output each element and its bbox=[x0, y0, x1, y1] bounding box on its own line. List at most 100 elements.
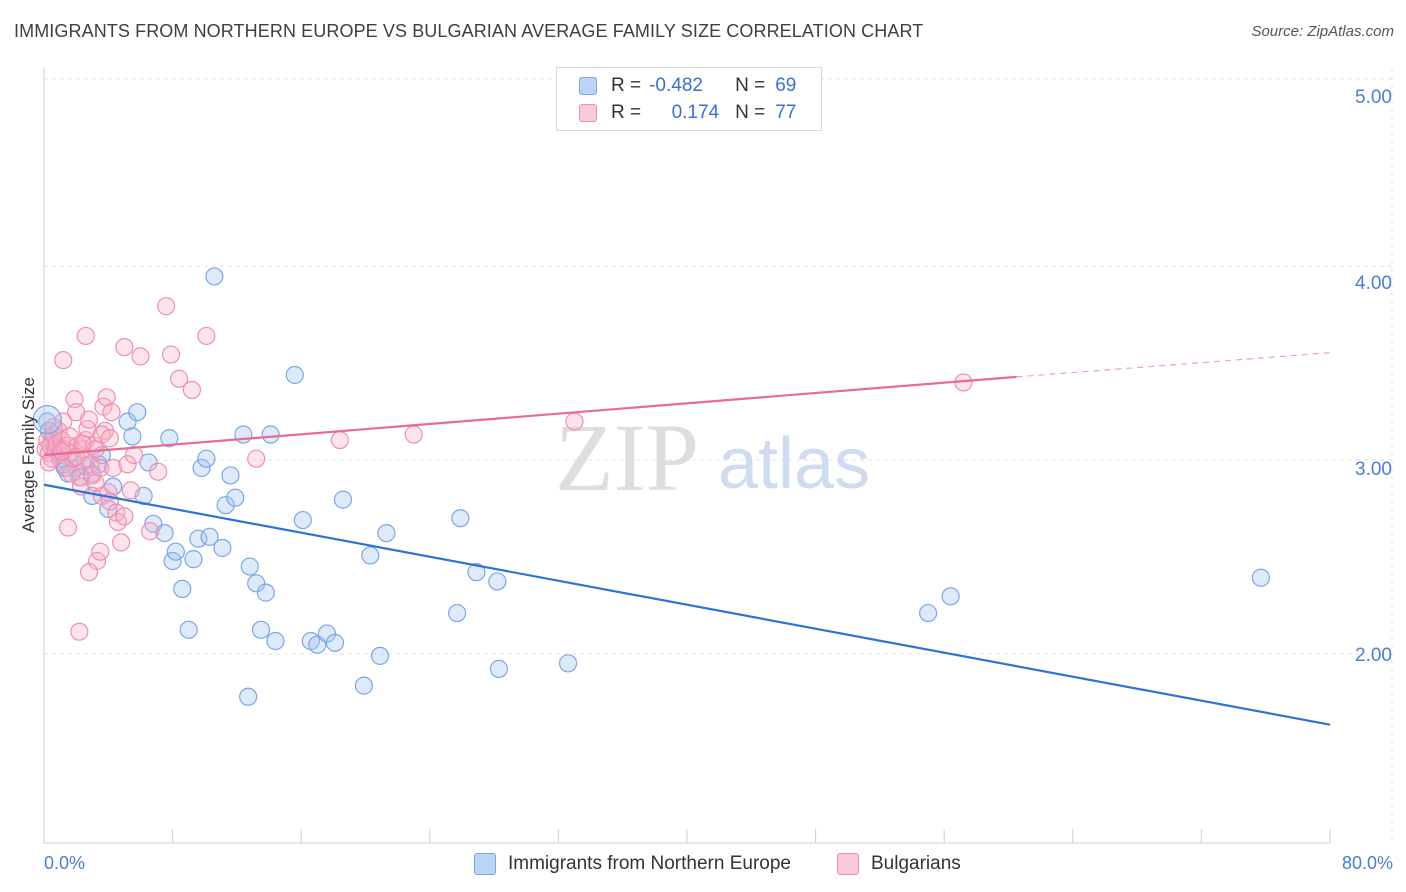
point-northern-europe bbox=[240, 557, 259, 576]
point-northern-europe bbox=[451, 509, 470, 528]
grid-lines bbox=[44, 68, 1393, 843]
point-bulgarians bbox=[121, 481, 140, 500]
point-northern-europe bbox=[370, 646, 390, 665]
point-northern-europe bbox=[558, 654, 578, 673]
point-bulgarians bbox=[54, 351, 73, 370]
legend-r-label: R = bbox=[611, 75, 642, 96]
point-bulgarians bbox=[115, 338, 134, 357]
bottom-legend-swatch-blue bbox=[474, 853, 496, 875]
y-tick-label: 4.00 bbox=[1355, 273, 1392, 294]
point-northern-europe bbox=[189, 529, 208, 548]
y-tick-label: 2.00 bbox=[1355, 645, 1392, 666]
source-label: Source: ZipAtlas.com bbox=[1251, 23, 1394, 40]
point-bulgarians bbox=[157, 297, 176, 316]
point-bulgarians bbox=[115, 507, 134, 526]
data-points bbox=[32, 267, 1270, 706]
point-northern-europe bbox=[226, 488, 245, 507]
y-tick-label: 3.00 bbox=[1355, 459, 1392, 480]
point-northern-europe-cluster bbox=[32, 405, 62, 435]
point-bulgarians bbox=[118, 455, 137, 474]
point-northern-europe bbox=[325, 633, 345, 652]
point-bulgarians bbox=[404, 425, 423, 444]
chart-title: IMMIGRANTS FROM NORTHERN EUROPE VS BULGA… bbox=[14, 21, 924, 41]
point-bulgarians bbox=[565, 412, 584, 431]
bottom-legend-swatch-pink bbox=[837, 853, 859, 875]
point-northern-europe bbox=[354, 676, 373, 695]
point-northern-europe bbox=[256, 583, 275, 602]
point-bulgarians bbox=[59, 518, 78, 537]
point-northern-europe bbox=[377, 523, 396, 543]
point-northern-europe bbox=[1251, 568, 1270, 587]
point-northern-europe bbox=[488, 572, 507, 591]
point-northern-europe bbox=[221, 466, 240, 485]
point-bulgarians bbox=[104, 458, 123, 478]
watermark-zip: ZIP bbox=[555, 404, 699, 511]
point-northern-europe bbox=[173, 579, 192, 599]
point-bulgarians bbox=[91, 542, 110, 561]
point-bulgarians bbox=[112, 533, 131, 552]
point-northern-europe bbox=[200, 527, 219, 546]
point-northern-europe bbox=[179, 620, 198, 639]
point-northern-europe bbox=[239, 687, 258, 706]
point-northern-europe bbox=[266, 631, 285, 651]
point-bulgarians bbox=[79, 563, 99, 582]
point-bulgarians bbox=[100, 429, 120, 448]
axis-labels: 2.00 3.00 4.00 5.00 0.0% 80.0% Average Family … bbox=[19, 87, 1393, 873]
point-northern-europe bbox=[197, 449, 216, 468]
watermark: ZIP atlas bbox=[555, 404, 870, 511]
point-bulgarians bbox=[79, 410, 99, 429]
point-northern-europe bbox=[166, 542, 185, 561]
point-bulgarians bbox=[197, 326, 216, 346]
point-bulgarians bbox=[330, 431, 349, 450]
point-northern-europe bbox=[155, 523, 174, 543]
legend-swatch-pink bbox=[579, 104, 597, 122]
point-bulgarians bbox=[73, 434, 92, 453]
legend-n-value: 69 bbox=[775, 75, 797, 96]
point-northern-europe bbox=[123, 427, 142, 446]
point-northern-europe bbox=[251, 620, 271, 639]
point-northern-europe bbox=[139, 453, 158, 472]
trend-lines bbox=[43, 352, 1331, 726]
point-bulgarians bbox=[65, 390, 84, 409]
point-bulgarians bbox=[76, 326, 95, 346]
point-northern-europe bbox=[160, 429, 179, 448]
legend-row-blue: R = -0.482 N = 69 bbox=[579, 73, 796, 99]
point-bulgarians bbox=[44, 417, 63, 437]
legend-n-value: 77 bbox=[775, 102, 797, 123]
point-northern-europe bbox=[285, 365, 304, 385]
point-northern-europe bbox=[333, 490, 353, 509]
legend-swatch-blue bbox=[579, 77, 597, 95]
legend-row-pink: R = 0.174 N = 77 bbox=[579, 100, 796, 126]
point-northern-europe bbox=[184, 550, 203, 569]
point-bulgarians bbox=[140, 522, 160, 541]
bottom-legend-label-blue: Immigrants from Northern Europe bbox=[508, 853, 791, 874]
point-bulgarians bbox=[86, 473, 105, 492]
trend-line-northern-europe bbox=[43, 483, 1331, 726]
legend-n-label: N = bbox=[735, 102, 766, 123]
point-northern-europe bbox=[216, 496, 235, 515]
point-northern-europe bbox=[489, 659, 509, 678]
bottom-legend-pink: Bulgarians bbox=[837, 851, 961, 877]
x-tick-label-max: 80.0% bbox=[1342, 853, 1393, 873]
point-northern-europe bbox=[261, 425, 280, 444]
x-tick-label-min: 0.0% bbox=[44, 853, 85, 873]
point-bulgarians bbox=[247, 449, 266, 468]
legend-r-value: -0.482 bbox=[649, 75, 703, 96]
trend-line-bulgarians bbox=[43, 375, 1017, 457]
bottom-legend-label-pink: Bulgarians bbox=[871, 853, 961, 874]
point-northern-europe bbox=[213, 538, 232, 558]
point-northern-europe bbox=[128, 403, 147, 422]
legend-r-label: R = bbox=[611, 102, 642, 123]
point-northern-europe bbox=[448, 603, 467, 623]
legend-n-label: N = bbox=[735, 75, 766, 96]
point-bulgarians bbox=[124, 445, 144, 465]
point-bulgarians bbox=[70, 622, 89, 641]
trend-line-bulgarians-extension bbox=[1016, 352, 1331, 378]
correlation-legend: R = -0.482 N = 69 R = 0.174 N = 77 bbox=[556, 67, 822, 131]
point-northern-europe bbox=[941, 587, 960, 606]
point-northern-europe bbox=[467, 563, 486, 582]
point-bulgarians bbox=[102, 403, 121, 422]
point-bulgarians bbox=[131, 347, 150, 366]
y-tick-label: 5.00 bbox=[1355, 87, 1392, 108]
point-bulgarians bbox=[161, 345, 181, 364]
